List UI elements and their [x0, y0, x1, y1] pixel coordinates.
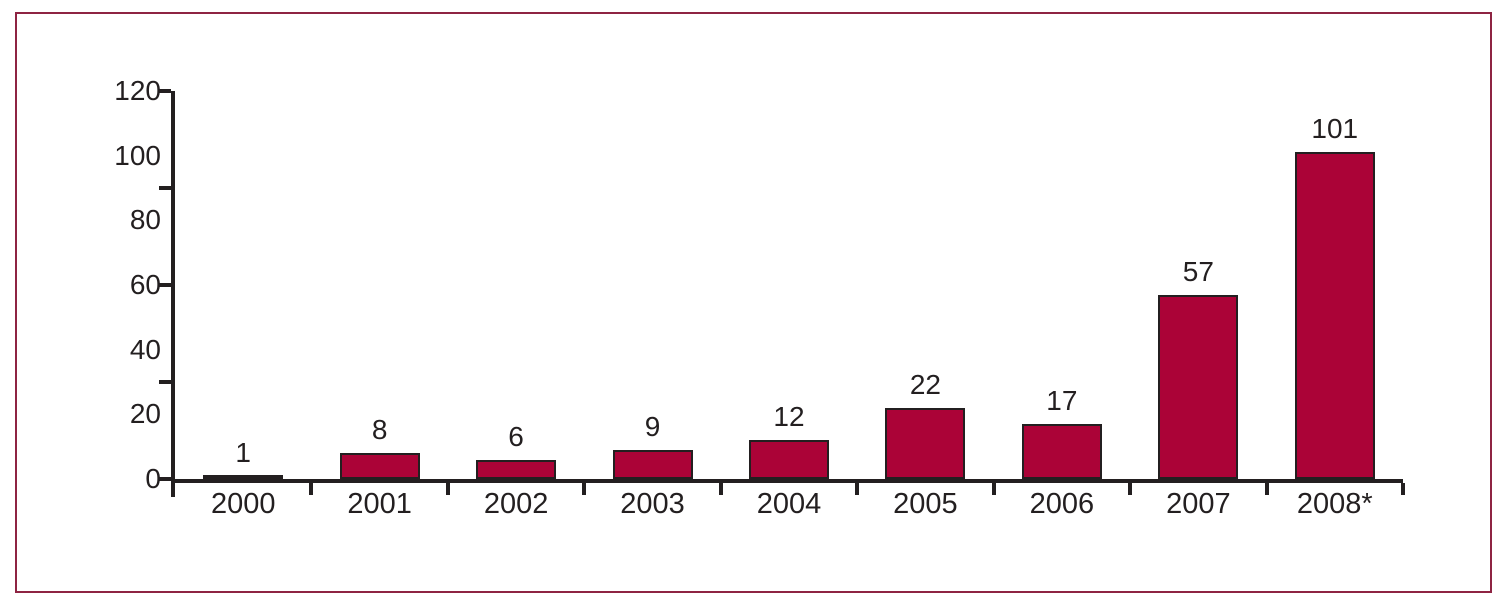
x-axis-label: 2006: [1029, 488, 1095, 520]
x-axis-boundary-tick: [718, 483, 723, 495]
y-axis-tick: [159, 477, 171, 481]
y-axis-tick: [159, 380, 171, 384]
y-axis-baseline-extension: [171, 483, 175, 497]
bar-value-label: 1: [235, 436, 251, 468]
y-axis-tick: [159, 186, 171, 190]
bar: [476, 459, 557, 479]
x-axis-boundary-tick: [1128, 483, 1133, 495]
bar-value-label: 8: [371, 414, 388, 446]
bar-value-label: 6: [508, 420, 524, 452]
y-axis-label: 0: [145, 463, 161, 494]
bar-value-label: 57: [1182, 255, 1214, 287]
x-axis-label: 2007: [1166, 488, 1231, 520]
y-axis-label: 60: [129, 269, 161, 300]
bar: [1158, 294, 1239, 479]
y-axis-label: 20: [129, 398, 161, 430]
x-axis-label: 2003: [620, 488, 685, 520]
y-axis-tick: [159, 283, 171, 287]
bar: [1294, 152, 1375, 479]
bar-value-label: 9: [644, 410, 661, 442]
chart-frame-border: [15, 12, 1492, 593]
bar-chart: 0 20 40 60 80 100 120 1 2000 8 2001 6 2002 9 2003 12 200…: [114, 77, 1405, 519]
y-axis-label: 100: [114, 139, 161, 171]
y-axis-label: 80: [129, 204, 161, 236]
y-axis-label: 120: [114, 75, 161, 106]
bar-value-label: 22: [909, 368, 942, 400]
x-axis-boundary-tick: [855, 483, 860, 495]
x-axis-label: 2005: [893, 488, 958, 520]
x-axis-label: 2002: [483, 488, 549, 520]
bar: [1021, 424, 1102, 479]
bar: [203, 475, 284, 479]
bar: [612, 449, 693, 479]
bar: [749, 440, 829, 479]
bar-value-label: 12: [773, 401, 805, 433]
x-axis-boundary-tick: [445, 483, 450, 495]
x-axis-boundary-tick: [582, 483, 587, 495]
x-axis-label: 2001: [347, 488, 412, 520]
x-axis-label: 2004: [756, 488, 822, 520]
x-axis-boundary-tick: [1264, 483, 1269, 495]
x-axis-label: 2000: [210, 488, 276, 520]
bar: [885, 407, 966, 479]
x-axis-boundary-tick: [309, 483, 314, 495]
x-axis-boundary-tick: [991, 483, 996, 495]
y-axis-label: 40: [129, 333, 161, 365]
bar-value-label: 17: [1046, 385, 1078, 417]
y-axis-tick: [159, 89, 171, 93]
bar: [339, 453, 420, 479]
x-axis-label: 2008*: [1296, 488, 1373, 520]
bar-value-label: 101: [1311, 113, 1359, 145]
x-axis-end-tick: [1401, 483, 1405, 495]
